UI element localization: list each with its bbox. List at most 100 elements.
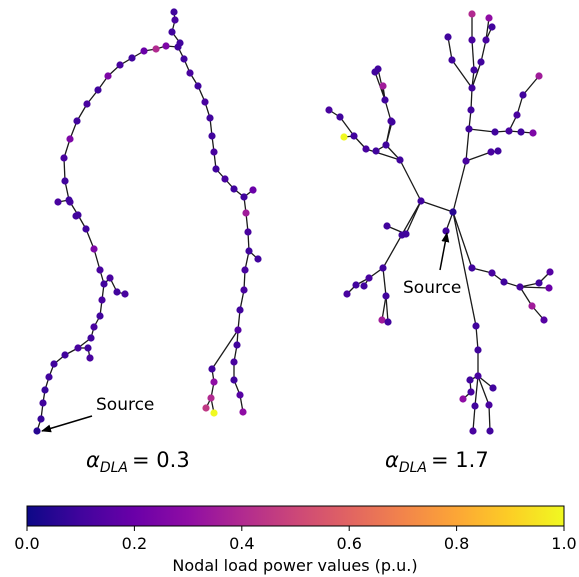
left-network-node <box>94 86 102 94</box>
left-network-node <box>236 391 244 399</box>
right-network-edge <box>452 211 477 327</box>
left-network-node <box>212 165 220 173</box>
right-network-node <box>396 156 404 164</box>
right-network-node <box>489 384 497 392</box>
left-network-node <box>221 175 229 183</box>
left-network-node <box>230 358 238 366</box>
left-network-node <box>244 228 252 236</box>
right-network-edge <box>365 148 401 161</box>
right-network-node <box>546 268 554 276</box>
right-source-label: Source <box>403 278 461 298</box>
right-network-node <box>535 279 543 287</box>
right-network-node <box>325 106 333 114</box>
left-network-node <box>230 376 238 384</box>
right-network-edge <box>470 87 473 111</box>
right-network-graph <box>325 10 554 435</box>
right-network-node <box>519 91 527 99</box>
left-network-node <box>104 72 112 80</box>
right-network-node <box>462 157 470 165</box>
left-network-node <box>82 225 90 233</box>
left-network-node <box>45 373 53 381</box>
right-network-edge <box>475 325 479 351</box>
right-network-edge <box>451 59 473 89</box>
right-network-node <box>486 427 494 435</box>
left-network-node <box>194 82 202 90</box>
right-network-edge <box>471 39 475 71</box>
left-alpha-label: αDLA = 0.3 <box>86 448 190 476</box>
colorbar-tick-label: 1.0 <box>551 534 576 553</box>
colorbar-tick-label: 0.6 <box>336 534 361 553</box>
right-network-edge <box>471 61 482 89</box>
right-network-node <box>485 401 493 409</box>
right-network-node <box>485 14 493 22</box>
right-alpha-label: αDLA = 1.7 <box>385 448 489 476</box>
right-network-node <box>494 147 502 155</box>
left-network-edge <box>63 157 66 182</box>
left-network-edge <box>211 329 239 370</box>
left-network-node <box>39 399 47 407</box>
right-source-arrow <box>439 232 450 271</box>
left-network-node <box>72 212 80 220</box>
right-network-edge <box>384 99 392 122</box>
left-network-node <box>116 61 124 69</box>
right-network-node <box>470 66 478 74</box>
right-network-edge <box>420 200 454 213</box>
left-network-node <box>96 266 104 274</box>
right-network-edge <box>522 75 540 96</box>
left-network-node <box>86 354 94 362</box>
right-network-edge <box>452 160 467 213</box>
right-network-node <box>468 84 476 92</box>
left-network-node <box>54 198 62 206</box>
colorbar-tick-label: 0.4 <box>229 534 254 553</box>
right-network-node <box>365 274 373 282</box>
left-network-node <box>171 16 179 24</box>
left-network-node <box>96 312 104 320</box>
left-network-node <box>208 365 216 373</box>
right-network-edge <box>465 128 470 162</box>
left-network-node <box>210 148 218 156</box>
right-network-node <box>444 33 452 41</box>
left-network-node <box>128 54 136 62</box>
right-network-node <box>381 96 389 104</box>
right-network-node <box>482 36 490 44</box>
right-network-node <box>488 23 496 31</box>
left-network-node <box>254 255 262 263</box>
right-network-edge <box>519 286 533 307</box>
left-network-node <box>61 177 69 185</box>
left-network-node <box>83 100 91 108</box>
right-network-node <box>371 68 379 76</box>
left-network-node <box>61 351 69 359</box>
left-network-node <box>90 245 98 253</box>
right-network-edge <box>382 267 387 297</box>
left-network-node <box>113 288 121 296</box>
right-network-edge <box>488 404 491 432</box>
right-network-node <box>540 316 548 324</box>
left-network-node <box>180 55 188 63</box>
right-network-node <box>384 318 392 326</box>
left-network-node <box>106 274 114 282</box>
right-network-node <box>513 111 521 119</box>
left-network-node <box>236 306 244 314</box>
right-network-node <box>417 197 425 205</box>
left-network-node <box>74 344 82 352</box>
right-network-node <box>474 346 482 354</box>
right-network-node <box>491 128 499 136</box>
left-source-arrow <box>41 415 93 433</box>
right-network-node <box>379 264 387 272</box>
left-network-node <box>239 408 247 416</box>
left-network-node <box>65 196 73 204</box>
right-network-edge <box>465 151 492 162</box>
left-network-node <box>87 334 95 342</box>
right-network-edge <box>474 375 479 407</box>
left-network-node <box>100 280 108 288</box>
right-network-node <box>468 36 476 44</box>
right-network-node <box>343 290 351 298</box>
right-network-node <box>466 376 474 384</box>
left-network-node <box>201 98 209 106</box>
colorbar-ticks: 0.0 0.2 0.4 0.6 0.8 1.0 <box>14 526 577 553</box>
left-source-annotation: Source <box>41 395 154 433</box>
left-network-node <box>208 132 216 140</box>
right-source-annotation: Source <box>403 232 461 298</box>
right-network-node <box>505 127 513 135</box>
